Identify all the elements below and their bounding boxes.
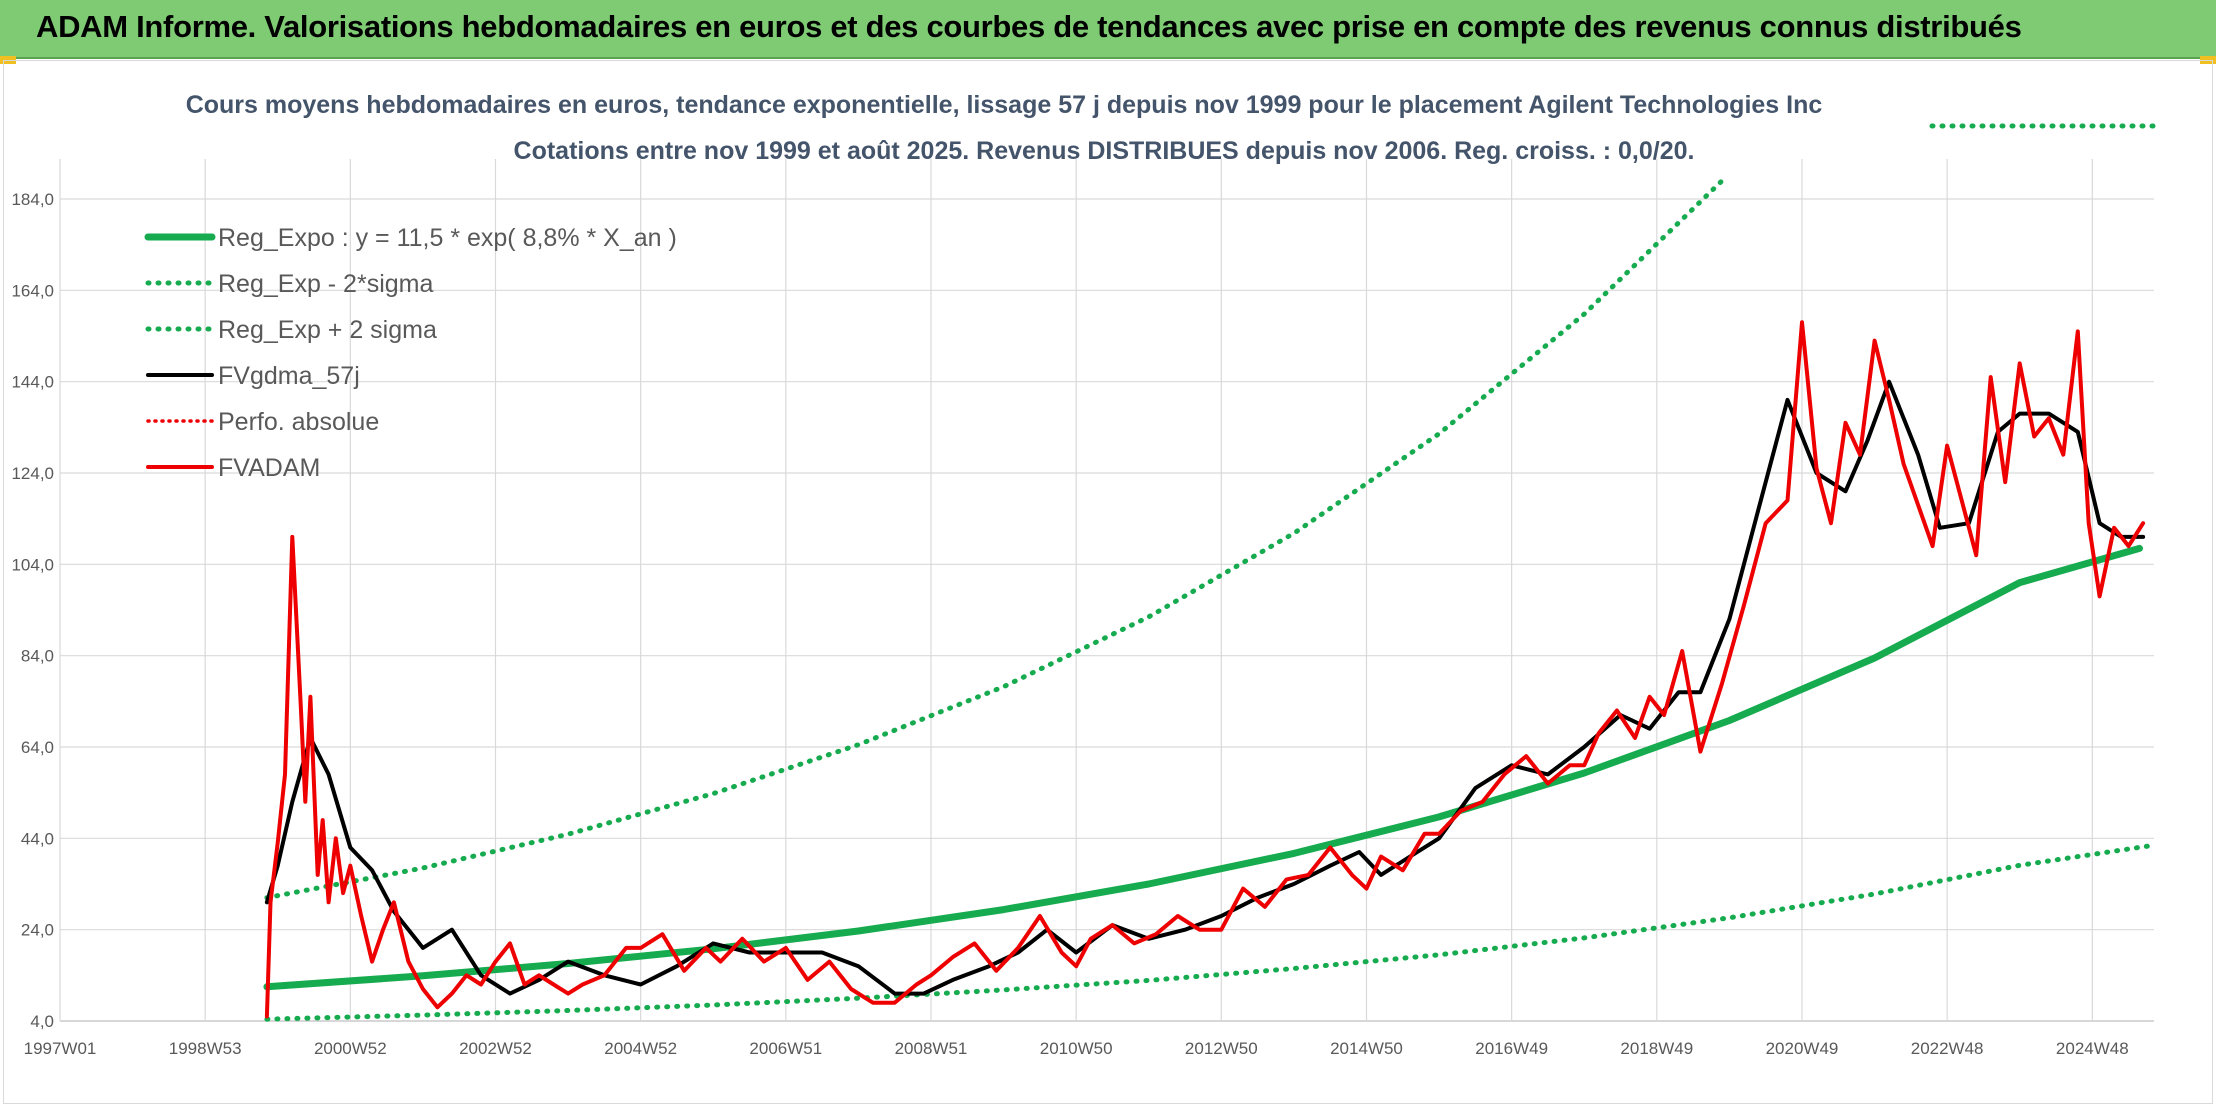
y-tick-label: 164,0 xyxy=(11,281,54,300)
series-line-3 xyxy=(264,379,2146,996)
x-tick-label: 2000W52 xyxy=(314,1039,387,1058)
line-chart: Cours moyens hebdomadaires en euros, ten… xyxy=(11,91,2157,1058)
legend-label: Reg_Exp + 2 sigma xyxy=(218,316,437,344)
legend: Reg_Expo : y = 11,5 * exp( 8,8% * X_an )… xyxy=(144,123,2157,482)
report-banner: ADAM Informe. Valorisations hebdomadaire… xyxy=(0,0,2216,59)
legend-label: FVADAM xyxy=(218,454,320,482)
x-tick-label: 2014W50 xyxy=(1330,1039,1403,1058)
chart-subtitle: Cotations entre nov 1999 et août 2025. R… xyxy=(514,137,1695,165)
y-tick-label: 144,0 xyxy=(11,373,54,392)
y-axis: 4,0 24,0 44,0 64,0 84,0 104,0 124,0 144,0 164,0 1… xyxy=(11,190,54,1031)
x-tick-label: 2008W51 xyxy=(895,1039,968,1058)
series-line-0 xyxy=(263,544,2143,991)
y-tick-label: 104,0 xyxy=(11,555,54,574)
x-tick-label: 2004W52 xyxy=(604,1039,677,1058)
y-tick-label: 4,0 xyxy=(30,1012,54,1031)
chart-title: Cours moyens hebdomadaires en euros, ten… xyxy=(186,91,1823,119)
y-tick-label: 44,0 xyxy=(21,829,54,848)
y-tick-label: 184,0 xyxy=(11,190,54,209)
y-tick-label: 24,0 xyxy=(21,921,54,940)
plot-series xyxy=(263,178,2157,1022)
legend-label: Perfo. absolue xyxy=(218,408,379,436)
x-tick-label: 1998W53 xyxy=(169,1039,242,1058)
series-line-2 xyxy=(264,178,1725,901)
x-tick-label: 2016W49 xyxy=(1475,1039,1548,1058)
x-axis: 1997W01 1998W53 2000W52 2002W52 2004W52 2006W… xyxy=(24,1039,2129,1058)
legend-label: Reg_Expo : y = 11,5 * exp( 8,8% * X_an ) xyxy=(218,224,677,252)
x-tick-label: 1997W01 xyxy=(24,1039,97,1058)
y-tick-label: 64,0 xyxy=(21,738,54,757)
x-tick-label: 2012W50 xyxy=(1185,1039,1258,1058)
x-tick-label: 2018W49 xyxy=(1620,1039,1693,1058)
x-tick-label: 2024W48 xyxy=(2056,1039,2129,1058)
x-tick-label: 2006W51 xyxy=(749,1039,822,1058)
series-line-5 xyxy=(264,320,2146,1019)
legend-label: FVgdma_57j xyxy=(218,362,360,390)
y-tick-label: 124,0 xyxy=(11,464,54,483)
x-tick-label: 2002W52 xyxy=(459,1039,532,1058)
series-line-1 xyxy=(264,842,2157,1022)
legend-label: Reg_Exp - 2*sigma xyxy=(218,270,433,298)
x-tick-label: 2010W50 xyxy=(1040,1039,1113,1058)
grid xyxy=(59,159,2154,1022)
y-tick-label: 84,0 xyxy=(21,647,54,666)
x-tick-label: 2022W48 xyxy=(1911,1039,1984,1058)
report-title: ADAM Informe. Valorisations hebdomadaire… xyxy=(36,9,2022,44)
chart-area: Cours moyens hebdomadaires en euros, ten… xyxy=(3,60,2213,1104)
x-tick-label: 2020W49 xyxy=(1766,1039,1839,1058)
